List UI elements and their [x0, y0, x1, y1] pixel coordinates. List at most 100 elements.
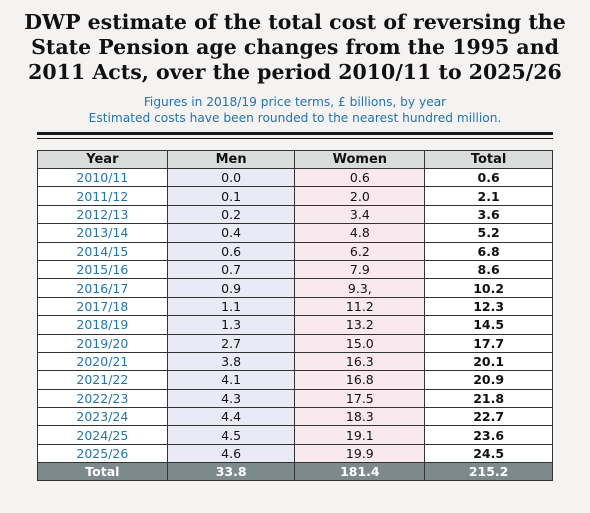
cell-women: 9.3, [294, 278, 426, 298]
cell-year: 2012/13 [37, 204, 168, 225]
cell-men: 0.1 [166, 186, 296, 206]
header-year: Year [37, 150, 168, 169]
cell-men: 4.5 [166, 425, 296, 445]
cell-total: 21.8 [424, 388, 553, 409]
cell-total: 24.5 [424, 443, 553, 464]
cell-total: 20.9 [424, 370, 553, 390]
cell-total: 0.6 [424, 167, 553, 188]
cell-year: 2015/16 [37, 259, 168, 280]
cell-year: 2025/26 [37, 443, 168, 464]
header-men: Men [166, 150, 296, 169]
table-row: 2010/11 0.0 0.6 0.6 [37, 167, 553, 188]
total-total: 215.2 [424, 462, 553, 482]
table-row: 2016/17 0.9 9.3, 10.2 [37, 278, 553, 298]
cell-year: 2019/20 [37, 333, 168, 353]
table-row: 2025/26 4.6 19.9 24.5 [37, 443, 553, 464]
subtitle-line-2: Estimated costs have been rounded to the… [88, 111, 502, 125]
cell-total: 5.2 [424, 223, 553, 243]
cell-year: 2018/19 [37, 315, 168, 335]
table-row: 2024/25 4.5 19.1 23.6 [37, 425, 553, 445]
table-total-row: Total 33.8 181.4 215.2 [37, 462, 553, 482]
total-men: 33.8 [166, 462, 296, 482]
cell-men: 1.3 [166, 315, 296, 335]
cell-year: 2023/24 [37, 407, 168, 427]
table-row: 2018/19 1.3 13.2 14.5 [37, 315, 553, 335]
cell-total: 6.8 [424, 241, 553, 261]
table-row: 2022/23 4.3 17.5 21.8 [37, 388, 553, 409]
table-row: 2017/18 1.1 11.2 12.3 [37, 296, 553, 317]
cell-total: 3.6 [424, 204, 553, 225]
cell-women: 15.0 [294, 333, 426, 353]
cell-men: 1.1 [166, 296, 296, 317]
cell-men: 3.8 [166, 351, 296, 372]
title-line-3: 2011 Acts, over the period 2010/11 to 20… [28, 60, 562, 84]
cell-men: 4.1 [166, 370, 296, 390]
subtitle: Figures in 2018/19 price terms, £ billio… [10, 94, 580, 126]
cell-year: 2010/11 [37, 167, 168, 188]
table-row: 2014/15 0.6 6.2 6.8 [37, 241, 553, 261]
cell-year: 2020/21 [37, 351, 168, 372]
cell-year: 2014/15 [37, 241, 168, 261]
table-row: 2020/21 3.8 16.3 20.1 [37, 351, 553, 372]
title-line-2: State Pension age changes from the 1995 … [31, 35, 559, 59]
total-women: 181.4 [294, 462, 426, 482]
header-women: Women [294, 150, 426, 169]
total-label: Total [37, 462, 168, 482]
table-row: 2012/13 0.2 3.4 3.6 [37, 204, 553, 225]
header-total: Total [424, 150, 553, 169]
cell-women: 17.5 [294, 388, 426, 409]
cell-year: 2016/17 [37, 278, 168, 298]
cell-women: 16.3 [294, 351, 426, 372]
cell-women: 3.4 [294, 204, 426, 225]
cell-total: 23.6 [424, 425, 553, 445]
divider-thin [37, 138, 553, 139]
cell-total: 22.7 [424, 407, 553, 427]
title-line-1: DWP estimate of the total cost of revers… [24, 10, 566, 34]
cell-men: 0.4 [166, 223, 296, 243]
cell-women: 16.8 [294, 370, 426, 390]
cell-men: 0.9 [166, 278, 296, 298]
cell-women: 2.0 [294, 186, 426, 206]
table-row: 2019/20 2.7 15.0 17.7 [37, 333, 553, 353]
cell-total: 20.1 [424, 351, 553, 372]
table-row: 2013/14 0.4 4.8 5.2 [37, 223, 553, 243]
cell-total: 8.6 [424, 259, 553, 280]
table-body: 2010/11 0.0 0.6 0.6 2011/12 0.1 2.0 2.1 2012/13 0… [37, 167, 553, 464]
cell-total: 10.2 [424, 278, 553, 298]
cell-total: 17.7 [424, 333, 553, 353]
table-row: 2021/22 4.1 16.8 20.9 [37, 370, 553, 390]
cost-table: Year Men Women Total 2010/11 0.0 0.6 0.6 201… [37, 150, 553, 482]
subtitle-line-1: Figures in 2018/19 price terms, £ billio… [143, 95, 447, 109]
cell-total: 12.3 [424, 296, 553, 317]
cell-total: 14.5 [424, 315, 553, 335]
cell-men: 4.6 [166, 443, 296, 464]
cell-year: 2024/25 [37, 425, 168, 445]
cell-men: 4.4 [166, 407, 296, 427]
cell-men: 0.6 [166, 241, 296, 261]
cell-women: 11.2 [294, 296, 426, 317]
cell-men: 4.3 [166, 388, 296, 409]
cell-women: 18.3 [294, 407, 426, 427]
cell-women: 19.1 [294, 425, 426, 445]
table-row: 2011/12 0.1 2.0 2.1 [37, 186, 553, 206]
cell-year: 2021/22 [37, 370, 168, 390]
cell-women: 4.8 [294, 223, 426, 243]
cell-year: 2011/12 [37, 186, 168, 206]
cell-year: 2017/18 [37, 296, 168, 317]
cell-men: 0.7 [166, 259, 296, 280]
cell-year: 2022/23 [37, 388, 168, 409]
cell-women: 0.6 [294, 167, 426, 188]
divider-thick [37, 132, 553, 135]
cell-year: 2013/14 [37, 223, 168, 243]
table-header-row: Year Men Women Total [37, 150, 553, 169]
cell-women: 19.9 [294, 443, 426, 464]
cell-women: 7.9 [294, 259, 426, 280]
cell-men: 2.7 [166, 333, 296, 353]
cell-total: 2.1 [424, 186, 553, 206]
page-title: DWP estimate of the total cost of revers… [10, 10, 580, 85]
cell-women: 13.2 [294, 315, 426, 335]
table-row: 2023/24 4.4 18.3 22.7 [37, 407, 553, 427]
cell-women: 6.2 [294, 241, 426, 261]
table-row: 2015/16 0.7 7.9 8.6 [37, 259, 553, 280]
